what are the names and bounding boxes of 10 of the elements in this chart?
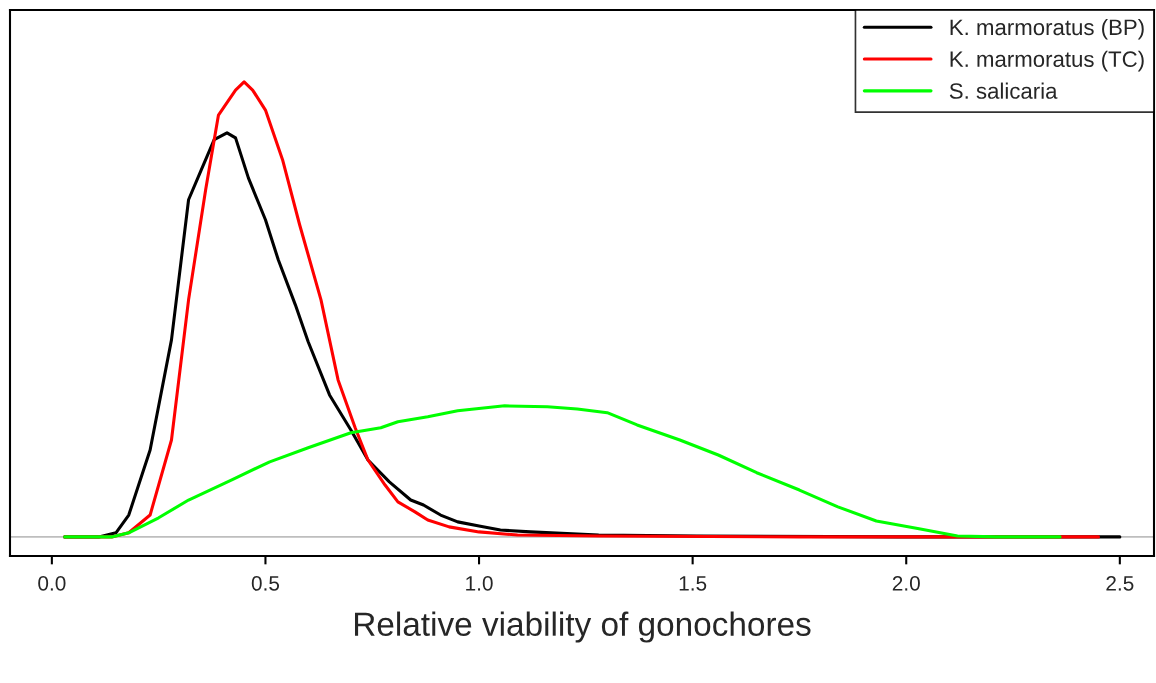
legend-label: K. marmoratus (TC) (950, 50, 1144, 72)
x-tick-label: 2.0 (892, 575, 920, 591)
x-tick-label: 0.0 (38, 575, 66, 591)
legend-label: S. salicaria (949, 82, 1058, 99)
x-tick-label: 2.5 (1106, 575, 1134, 591)
x-axis-title: Relative viability of gonochores (354, 611, 811, 643)
x-tick-label: 1.0 (466, 575, 493, 591)
x-tick-label: 1.5 (679, 576, 707, 591)
legend-label: K. marmoratus (BP) (950, 18, 1144, 40)
x-tick-label: 0.5 (251, 575, 280, 591)
